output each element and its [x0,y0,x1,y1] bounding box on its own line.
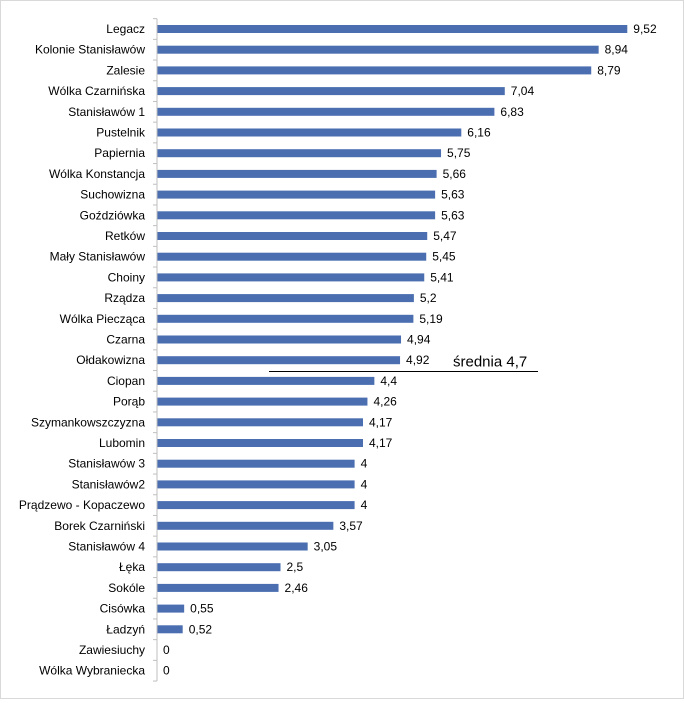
category-label: Rządza [104,291,145,305]
category-label: Mały Stanisławów [50,250,146,264]
bar [157,273,425,282]
data-label: 8,79 [597,63,621,77]
category-label: Goździówka [80,208,146,222]
data-label: 4,17 [369,415,393,429]
data-label: 9,52 [633,22,657,36]
data-label: 7,04 [511,84,535,98]
data-label: 4 [361,498,368,512]
data-label: 5,47 [433,229,457,243]
bar [157,252,427,261]
category-label: Czarna [106,333,145,347]
category-label: Wólka Wybraniecka [39,664,145,678]
category-label: Stanisławów 1 [68,105,145,119]
data-label: 5,66 [443,167,467,181]
data-label: 4 [361,477,368,491]
bar [157,128,462,137]
data-label: 0,52 [189,622,213,636]
data-label: 2,5 [287,560,304,574]
category-label: Papiernia [94,146,145,160]
bar [157,107,495,116]
bar [157,314,414,323]
category-label: Kolonie Stanisławów [35,43,145,57]
bar [157,480,355,489]
category-label: Choiny [108,270,145,284]
data-label: 3,57 [339,519,363,533]
category-label: Ładzyń [106,622,145,636]
category-label: Łęka [119,560,145,574]
data-label: 6,16 [467,126,491,140]
bar [157,521,334,530]
bar [157,563,281,572]
data-label: 0,55 [190,602,214,616]
category-label: Wólka Konstancja [49,167,145,181]
data-label: 4,4 [380,374,397,388]
bar [157,25,628,33]
bar [157,211,436,220]
bar [157,335,402,344]
category-label: Suchowizna [80,188,145,202]
data-label: 8,94 [605,43,629,57]
category-label: Prądzewo - Kopaczewo [19,498,145,512]
bar [157,294,414,303]
category-label: Ciopan [107,374,145,388]
bar [157,169,437,178]
bar [157,232,428,240]
data-label: 4 [361,457,368,471]
category-label: Porąb [113,395,145,409]
average-label: średnia 4,7 [453,354,527,371]
bar [157,376,375,385]
data-label: 5,19 [419,312,443,326]
category-label: Wólka Czarnińska [48,84,145,98]
bar [157,459,355,468]
data-label: 6,83 [500,105,524,119]
data-label: 5,63 [441,188,465,202]
data-label: 0 [163,643,170,657]
bar [157,418,363,427]
data-label: 5,63 [441,208,465,222]
bar [157,604,185,613]
data-label: 5,41 [430,270,454,284]
category-label: Zalesie [106,63,145,77]
data-label: 5,2 [420,291,437,305]
data-label: 4,26 [373,395,397,409]
category-label: Zawiesiuchy [79,643,145,657]
category-label: Stanisławów 4 [68,540,145,554]
category-label: Retków [105,229,145,243]
category-label: Legacz [106,22,145,36]
bar [157,66,592,75]
data-label: 4,92 [406,353,430,367]
category-label: Stanisławów 3 [68,457,145,471]
bar [157,149,442,158]
bars-layer: Legacz 9,52 Kolonie Stanisławów 8,94 Zalesie… [19,18,657,682]
bar [157,356,401,365]
data-label: 5,75 [447,146,471,160]
bar [157,583,279,592]
bar [157,542,308,551]
category-label: Stanisławów2 [72,477,146,491]
data-label: 4,17 [369,436,393,450]
bar [157,397,368,406]
category-label: Pustelnik [96,126,146,140]
data-label: 4,94 [407,333,431,347]
category-label: Wólka Piecząca [60,312,146,326]
category-label: Sokóle [108,581,145,595]
bar [157,439,363,447]
bar [157,501,355,510]
category-label: Szymankowszczyzna [31,415,145,429]
bar [157,625,183,634]
category-label: Lubomin [99,436,145,450]
data-label: 2,46 [285,581,309,595]
category-label: Borek Czarniński [54,519,145,533]
data-label: 0 [163,664,170,678]
bar [157,45,599,54]
data-label: 3,05 [314,540,338,554]
bar [157,190,436,199]
data-label: 5,45 [432,250,456,264]
bar [157,87,505,96]
category-label: Cisówka [100,602,146,616]
category-label: Ołdakowizna [76,353,145,367]
